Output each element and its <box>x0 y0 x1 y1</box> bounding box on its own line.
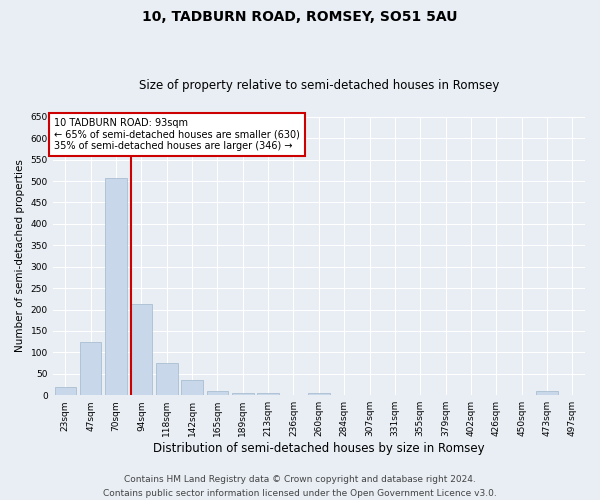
Bar <box>536 391 558 395</box>
Bar <box>131 304 152 395</box>
Y-axis label: Number of semi-detached properties: Number of semi-detached properties <box>15 160 25 352</box>
Bar <box>80 342 101 395</box>
Bar <box>156 363 178 395</box>
Title: Size of property relative to semi-detached houses in Romsey: Size of property relative to semi-detach… <box>139 79 499 92</box>
Text: 10 TADBURN ROAD: 93sqm
← 65% of semi-detached houses are smaller (630)
35% of se: 10 TADBURN ROAD: 93sqm ← 65% of semi-det… <box>54 118 300 151</box>
Text: 10, TADBURN ROAD, ROMSEY, SO51 5AU: 10, TADBURN ROAD, ROMSEY, SO51 5AU <box>142 10 458 24</box>
Bar <box>55 386 76 395</box>
Bar <box>181 380 203 395</box>
Bar <box>257 393 279 395</box>
Bar <box>232 393 254 395</box>
X-axis label: Distribution of semi-detached houses by size in Romsey: Distribution of semi-detached houses by … <box>153 442 485 455</box>
Bar <box>206 391 228 395</box>
Text: Contains HM Land Registry data © Crown copyright and database right 2024.
Contai: Contains HM Land Registry data © Crown c… <box>103 476 497 498</box>
Bar <box>105 178 127 395</box>
Bar <box>308 393 329 395</box>
